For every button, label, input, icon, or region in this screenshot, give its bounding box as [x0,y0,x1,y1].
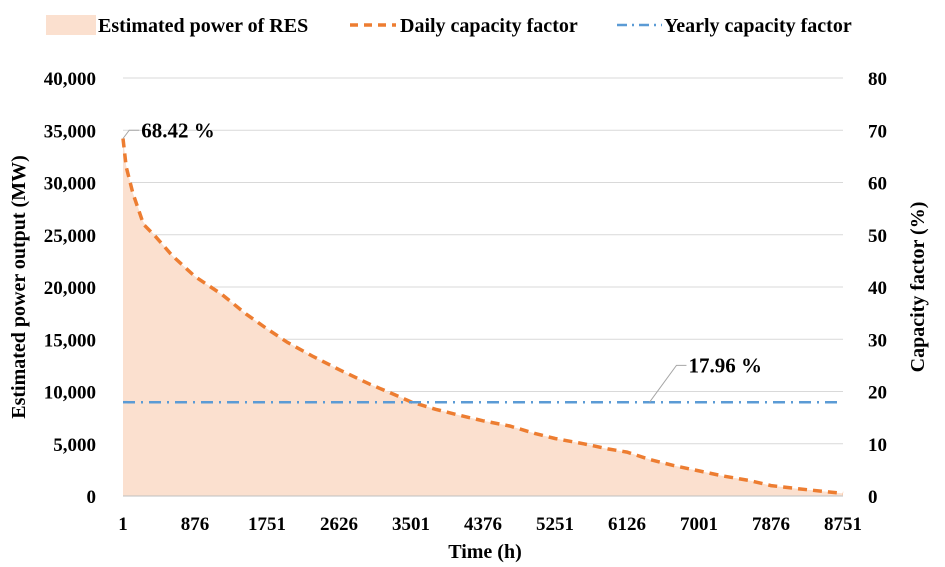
x-tick-label: 7001 [680,514,718,535]
y-right-tick-label: 80 [868,69,887,90]
annotation-leader-line [649,364,687,403]
x-tick-label: 8751 [824,514,862,535]
x-tick-label: 2626 [320,514,358,535]
x-tick-label: 7876 [752,514,790,535]
y-right-tick-label: 0 [868,487,878,508]
annotation-label: 17.96 % [688,353,762,377]
legend-label-res-power: Estimated power of RES [98,15,308,37]
y-axis-left-title: Estimated power output (MW) [8,155,30,419]
plot-area [121,138,844,496]
line-series-daily-cf [121,138,844,496]
x-tick-label: 1751 [248,514,286,535]
legend: Estimated power of RES Daily capacity fa… [46,15,852,37]
x-tick-label: 5251 [536,514,574,535]
gridlines [123,77,843,445]
y-left-tick-label: 40,000 [44,69,96,90]
legend-swatch-res-power [46,15,96,35]
legend-label-yearly-cf: Yearly capacity factor [664,15,852,37]
y-right-tick-label: 60 [868,174,887,195]
x-tick-label: 4376 [464,514,502,535]
y-right-tick-label: 20 [868,383,887,404]
x-tick-label: 3501 [392,514,430,535]
y-axis-right-title: Capacity factor (%) [907,202,929,373]
x-tick-label: 876 [181,514,210,535]
y-left-tick-label: 10,000 [44,383,96,404]
annotation-label: 68.42 % [141,118,215,142]
y-right-tick-label: 50 [868,226,887,247]
annotation-leader-line [122,129,140,139]
y-right-tick-label: 70 [868,121,887,142]
legend-label-daily-cf: Daily capacity factor [400,15,578,37]
x-axis-ticks: 1 876 1751 2626 3501 4376 5251 6126 7001 7876 8751 [118,514,862,535]
annotations: 68.42 % 17.96 % [122,118,762,403]
y-right-tick-label: 40 [868,278,887,299]
y-left-tick-label: 30,000 [44,174,96,195]
y-axis-left-ticks: 0 5,000 10,000 15,000 20,000 25,000 30,000 35,0… [44,69,96,508]
y-right-tick-label: 30 [868,330,887,351]
y-left-tick-label: 0 [87,487,97,508]
y-left-tick-label: 5,000 [53,435,96,456]
y-left-tick-label: 25,000 [44,226,96,247]
y-left-tick-label: 35,000 [44,121,96,142]
x-tick-label: 1 [118,514,128,535]
x-tick-label: 6126 [608,514,646,535]
area-series-res-power [123,138,843,496]
y-axis-right-ticks: 0 10 20 30 40 50 60 70 80 [868,69,887,508]
x-axis-title: Time (h) [448,541,522,563]
y-left-tick-label: 15,000 [44,330,96,351]
y-right-tick-label: 10 [868,435,887,456]
y-left-tick-label: 20,000 [44,278,96,299]
